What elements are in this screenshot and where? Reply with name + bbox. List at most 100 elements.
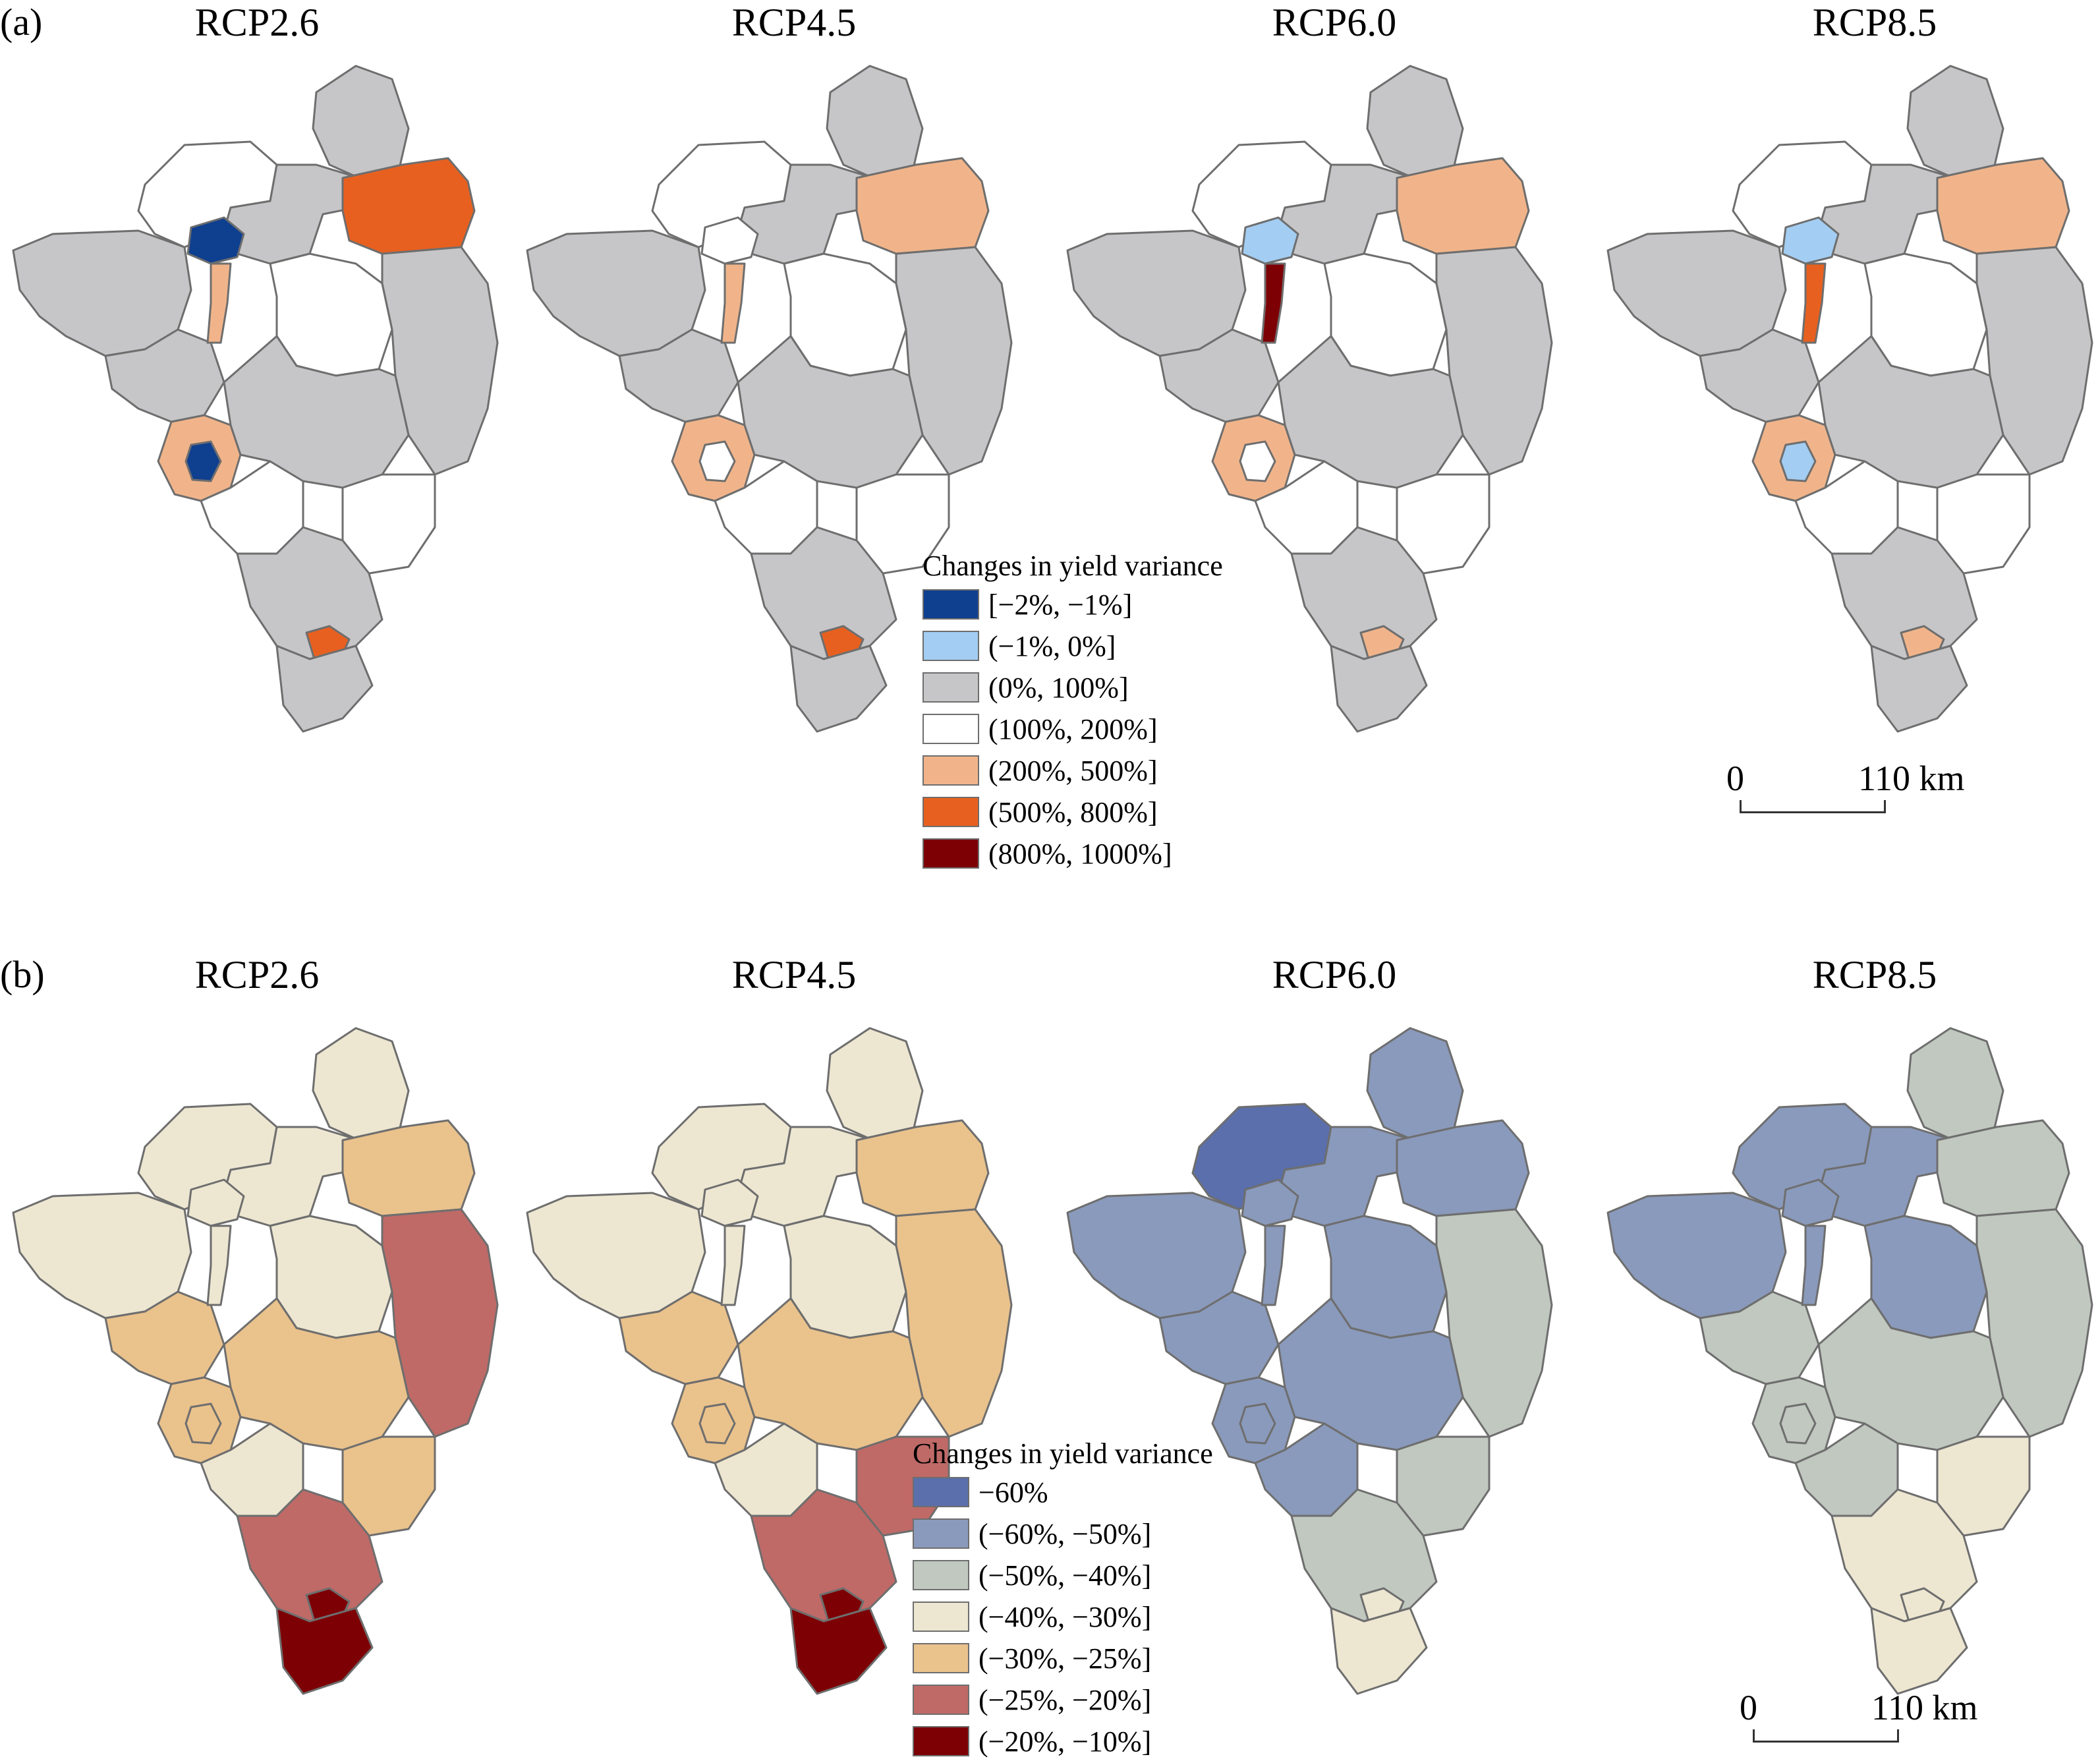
legend-label: (200%, 500%]	[988, 754, 1158, 787]
map-svg	[12, 1027, 499, 1695]
region-far-north	[312, 65, 410, 179]
map-b-rcp45	[526, 1027, 1028, 1695]
region-east	[381, 1208, 499, 1438]
legend-swatch	[922, 755, 979, 786]
region-south	[1830, 526, 1978, 660]
region-south	[1290, 1488, 1438, 1623]
region-mid-west	[104, 328, 225, 423]
region-center-s	[1817, 335, 2004, 489]
region-far-north	[826, 65, 924, 179]
legend-label: −60%	[979, 1476, 1048, 1509]
region-east	[1435, 1208, 1553, 1438]
region-tail	[275, 1607, 374, 1695]
scalebar-b-line	[1753, 1729, 1899, 1743]
region-east	[895, 246, 1013, 476]
legend-label: (−20%, −10%]	[979, 1725, 1152, 1758]
legend-swatch	[922, 589, 979, 620]
map-title-a-rcp45: RCP4.5	[731, 1, 857, 44]
region-blue-small	[700, 1178, 759, 1227]
legend-a-item: (−1%, 0%]	[922, 626, 1223, 666]
legend-swatch	[913, 1685, 969, 1715]
legend-b-item: (−50%, −40%]	[913, 1555, 1213, 1595]
legend-label: (−50%, −40%]	[979, 1559, 1152, 1592]
region-corridor	[206, 1225, 232, 1306]
region-mid-west	[104, 1290, 225, 1385]
region-far-north	[1366, 1027, 1464, 1141]
legend-b-title: Changes in yield variance	[913, 1437, 1213, 1470]
map-title-b-rcp26: RCP2.6	[194, 953, 320, 996]
region-far-north	[826, 1027, 924, 1141]
legend-swatch	[913, 1643, 969, 1673]
region-ring-core	[1779, 1402, 1817, 1445]
region-east	[1975, 1208, 2093, 1438]
region-tail	[1870, 645, 1968, 733]
region-blue-small	[1781, 1178, 1840, 1227]
region-corridor	[1261, 1225, 1286, 1306]
region-far-north	[312, 1027, 410, 1141]
map-b-rcp60	[1066, 1027, 1568, 1695]
region-ring-core	[698, 440, 736, 482]
map-a-rcp60	[1066, 65, 1568, 733]
map-svg	[526, 1027, 1013, 1695]
map-b-rcp26	[12, 1027, 514, 1695]
legend-label: (−40%, −30%]	[979, 1600, 1152, 1633]
legend-label: (−60%, −50%]	[979, 1517, 1152, 1550]
region-corridor	[206, 262, 232, 344]
map-title-a-rcp60: RCP6.0	[1272, 1, 1397, 44]
region-blue-small	[700, 216, 759, 265]
region-mid-west	[618, 1290, 739, 1385]
legend-b-item: (−30%, −25%]	[913, 1638, 1213, 1678]
region-corridor	[1801, 262, 1827, 344]
region-corridor	[1801, 1225, 1827, 1306]
region-center-s	[737, 1297, 924, 1451]
panel-a-label: (a)	[0, 1, 43, 43]
region-south	[236, 526, 383, 660]
legend-swatch	[913, 1477, 969, 1507]
legend-swatch	[922, 672, 979, 703]
panel-b-label: (b)	[0, 953, 45, 996]
region-mid-west	[1158, 1290, 1280, 1385]
region-center-s	[223, 1297, 410, 1451]
legend-a-item: (800%, 1000%]	[922, 834, 1223, 873]
legend-b-item: (−60%, −50%]	[913, 1514, 1213, 1553]
region-blue-small	[1241, 1178, 1299, 1227]
map-svg	[1066, 1027, 1553, 1695]
region-corridor	[720, 1225, 746, 1306]
legend-swatch	[922, 631, 979, 661]
region-far-north	[1906, 65, 2004, 179]
map-title-a-rcp85: RCP8.5	[1812, 1, 1937, 44]
region-east	[895, 1208, 1013, 1438]
legend-swatch	[913, 1560, 969, 1590]
legend-a-title: Changes in yield variance	[922, 550, 1223, 582]
region-south	[1290, 526, 1438, 660]
legend-b-item: (−40%, −30%]	[913, 1597, 1213, 1636]
map-svg	[1606, 65, 2093, 733]
map-title-b-rcp85: RCP8.5	[1812, 953, 1937, 996]
region-tail	[1870, 1607, 1968, 1695]
region-center-s	[223, 335, 410, 489]
map-title-b-rcp45: RCP4.5	[731, 953, 857, 996]
region-tail	[789, 645, 888, 733]
region-center-s	[1817, 1297, 2004, 1451]
legend-swatch	[913, 1602, 969, 1632]
region-blue-small	[1781, 216, 1840, 265]
legend-a-item: (200%, 500%]	[922, 751, 1223, 790]
scalebar-b-end: 110 km	[1871, 1688, 1978, 1727]
map-b-rcp85	[1606, 1027, 2100, 1695]
legend-b-item: (−25%, −20%]	[913, 1680, 1213, 1719]
region-east	[381, 246, 499, 476]
map-svg	[12, 65, 499, 733]
legend-label: (100%, 200%]	[988, 712, 1158, 745]
region-blue-small	[186, 216, 245, 265]
legend-label: (−30%, −25%]	[979, 1642, 1152, 1675]
region-ring-core	[1239, 1402, 1276, 1445]
region-corridor	[720, 262, 746, 344]
region-mid-west	[1158, 328, 1280, 423]
region-mid-west	[1699, 328, 1820, 423]
region-tail	[1330, 1607, 1428, 1695]
legend-a-item: [−2%, −1%]	[922, 585, 1223, 624]
map-a-rcp26	[12, 65, 514, 733]
region-blue-small	[186, 1178, 245, 1227]
region-ring-core	[184, 440, 222, 482]
region-east	[1435, 246, 1553, 476]
